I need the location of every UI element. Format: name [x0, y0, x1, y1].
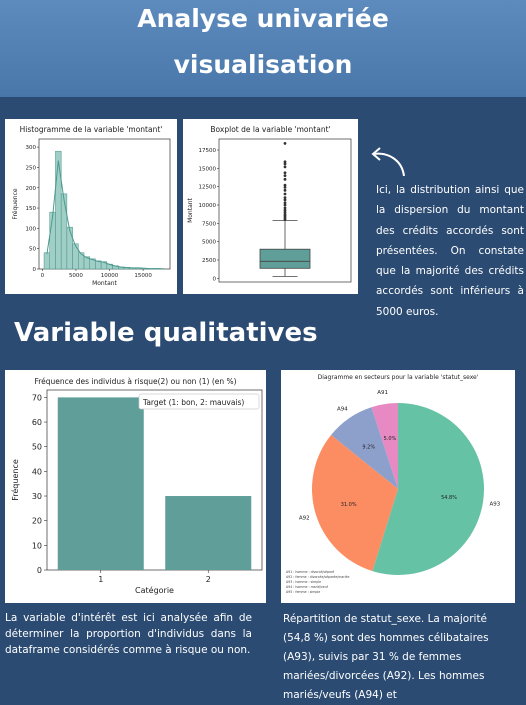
pie-pct-label: 5.0%: [384, 436, 397, 442]
boxplot-outlier: [284, 165, 287, 168]
histogram-bar: [44, 253, 50, 269]
bar-ylabel: Fréquence: [10, 459, 20, 501]
bar-legend-text: Target (1: bon, 2: mauvais): [142, 398, 244, 407]
pie-category-label: A91: [377, 390, 388, 396]
boxplot-ytick-label: 15000: [199, 166, 217, 172]
pie-legend-entry: A94 : homme : marié/veuf: [286, 585, 329, 589]
boxplot-outlier: [284, 178, 287, 181]
boxplot-ylabel: Montant: [187, 197, 194, 222]
distribution-description: Ici, la distribution ainsi que la disper…: [376, 180, 524, 322]
curved-arrow-icon: [364, 144, 414, 184]
histogram-bar: [73, 244, 79, 269]
pie-pct-label: 54.8%: [441, 495, 457, 501]
bar-panel: Fréquence des individus à risque(2) ou n…: [5, 370, 266, 603]
boxplot-ytick-label: 7500: [202, 221, 216, 227]
boxplot-ytick-label: 0: [213, 276, 217, 282]
histogram-bar: [55, 151, 61, 269]
pie-legend-entry: A95 : femme : simple: [286, 590, 320, 594]
bar-ytick-label: 40: [32, 467, 42, 476]
pie-legend-entry: A91 : homme : divorcé/séparé: [286, 570, 334, 574]
bar-mark: [165, 496, 251, 570]
section-title: Variable qualitatives: [14, 318, 318, 348]
histogram-ytick-label: 150: [26, 206, 37, 212]
bar-ytick-label: 30: [32, 492, 42, 501]
boxplot-outlier: [284, 193, 287, 196]
pie-legend-entry: A92 : femme : divorcée/séparée/mariée: [286, 575, 349, 579]
bar-ytick-label: 60: [32, 418, 42, 427]
bar-ytick-label: 50: [32, 443, 42, 452]
pie-pct-label: 9.2%: [362, 445, 375, 451]
bar-ytick-label: 0: [37, 566, 42, 575]
pie-legend-entry: A93 : homme : simple: [286, 580, 321, 584]
boxplot-outlier: [284, 184, 287, 187]
boxplot-outlier: [284, 196, 287, 199]
histogram-xtick-label: 15000: [134, 273, 152, 279]
histogram-ytick-label: 250: [26, 165, 37, 171]
boxplot-outlier: [284, 160, 287, 163]
histogram-xlabel: Montant: [92, 280, 117, 287]
pie-category-label: A92: [299, 516, 310, 522]
boxplot-outlier: [284, 174, 287, 177]
boxplot-ytick-label: 17500: [199, 148, 217, 154]
histogram-bar: [61, 194, 67, 269]
statut-sexe-description: Répartition de statut_sexe. La majorité …: [283, 610, 515, 705]
histogram-ylabel: Fréquence: [12, 188, 19, 219]
histogram-ytick-label: 0: [33, 267, 37, 273]
histogram-xtick-label: 0: [41, 273, 45, 279]
boxplot-outlier: [284, 189, 287, 192]
boxplot-outlier: [284, 142, 287, 145]
histogram-bar: [67, 227, 73, 269]
page-title-line2: visualisation: [0, 50, 526, 79]
histogram-ytick-label: 100: [26, 226, 37, 232]
histogram-xtick-label: 10000: [101, 273, 119, 279]
bar-mark: [58, 397, 144, 570]
histogram-xtick-label: 5000: [69, 273, 83, 279]
histogram-chart: 0 50 100 150 200 250 300 0 5000 10000 15000 Montant…: [5, 119, 177, 294]
boxplot-box: [260, 249, 310, 268]
bar-xtick-label: 2: [206, 575, 211, 584]
bar-ytick-label: 10: [32, 541, 42, 550]
target-description: La variable d'intérêt est ici analysée a…: [5, 610, 252, 658]
boxplot-outlier: [284, 207, 287, 210]
boxplot-ytick-label: 12500: [199, 185, 217, 191]
bar-chart: 0 10 20 30 40 50 60 70 1 2 Catégorie Fréquence Targe…: [5, 370, 266, 603]
boxplot-ytick-label: 5000: [202, 240, 216, 246]
histogram-ytick-label: 300: [26, 145, 37, 151]
page-title-line1: Analyse univariée: [0, 4, 526, 33]
pie-panel: Diagramme en secteurs pour la variable '…: [281, 370, 515, 603]
boxplot-ytick-label: 2500: [202, 258, 216, 264]
bar-xtick-label: 1: [98, 575, 103, 584]
bar-xlabel: Catégorie: [135, 585, 174, 595]
histogram-ytick-label: 50: [29, 247, 36, 253]
pie-category-label: A94: [337, 406, 348, 412]
boxplot-chart: 0 2500 5000 7500 10000 12500 15000 17500 Montant: [183, 119, 358, 294]
pie-chart: 5.0% A91 9.2% A94 31.0% A92 54.8% A93 A91 : homm…: [281, 370, 515, 603]
bar-ytick-label: 20: [32, 517, 42, 526]
histogram-bar: [50, 212, 56, 269]
bar-ytick-label: 70: [32, 393, 42, 402]
boxplot-outlier: [284, 171, 287, 174]
pie-category-label: A93: [490, 502, 501, 508]
pie-pct-label: 31.0%: [341, 502, 357, 508]
boxplot-ytick-label: 10000: [199, 203, 217, 209]
histogram-ytick-label: 200: [26, 186, 37, 192]
boxplot-outlier: [284, 201, 287, 204]
